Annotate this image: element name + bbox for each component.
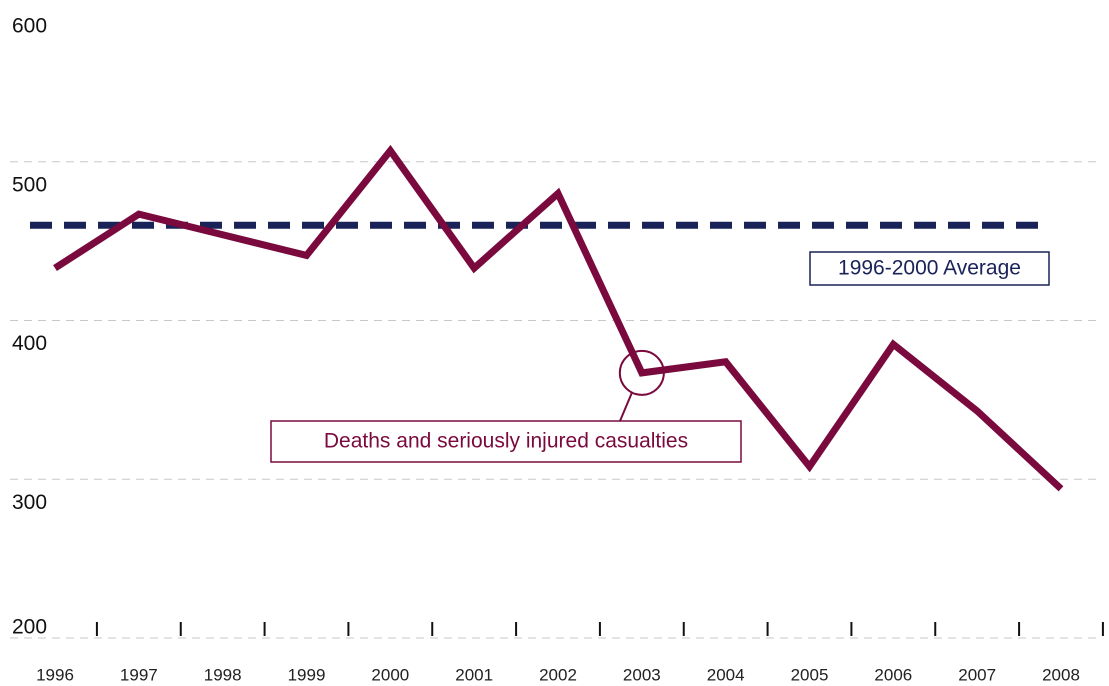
x-tick-label: 2005: [791, 665, 829, 684]
y-tick-label: 400: [12, 332, 47, 355]
callout-circle: [618, 349, 665, 396]
series-line: [53, 144, 1064, 492]
x-tick-label: 2001: [455, 665, 493, 684]
x-tick-label: 1999: [288, 665, 326, 684]
series-label: Deaths and seriously injured casualties: [324, 430, 688, 453]
labels: 200 300 400 500 600 1996 1997 1998 1999 2000 2001 2…: [12, 15, 1080, 685]
y-tick-label: 200: [12, 616, 47, 639]
average-label: 1996-2000 Average: [838, 257, 1021, 280]
y-tick-label: 500: [12, 173, 47, 196]
x-tick-label: 2002: [539, 665, 577, 684]
x-tick-label: 1998: [204, 665, 242, 684]
x-tick-label: 2004: [707, 665, 745, 684]
x-tick-label: 2007: [958, 665, 996, 684]
series-label-box: [270, 420, 742, 463]
x-tick-label: 2008: [1042, 665, 1080, 684]
x-tick-label: 1996: [36, 665, 74, 684]
callout-line: [619, 392, 633, 422]
y-tick-label: 600: [12, 15, 47, 38]
x-tick-label: 2000: [371, 665, 409, 684]
marks: 1996-2000 Average Deaths and seriously in…: [30, 144, 1064, 492]
average-label-box: [809, 251, 1050, 286]
grid: [10, 161, 1104, 639]
y-tick-label: 300: [12, 491, 47, 514]
x-tick-label: 2003: [623, 665, 661, 684]
x-tick-label: 1997: [120, 665, 158, 684]
x-tick-label: 2006: [874, 665, 912, 684]
